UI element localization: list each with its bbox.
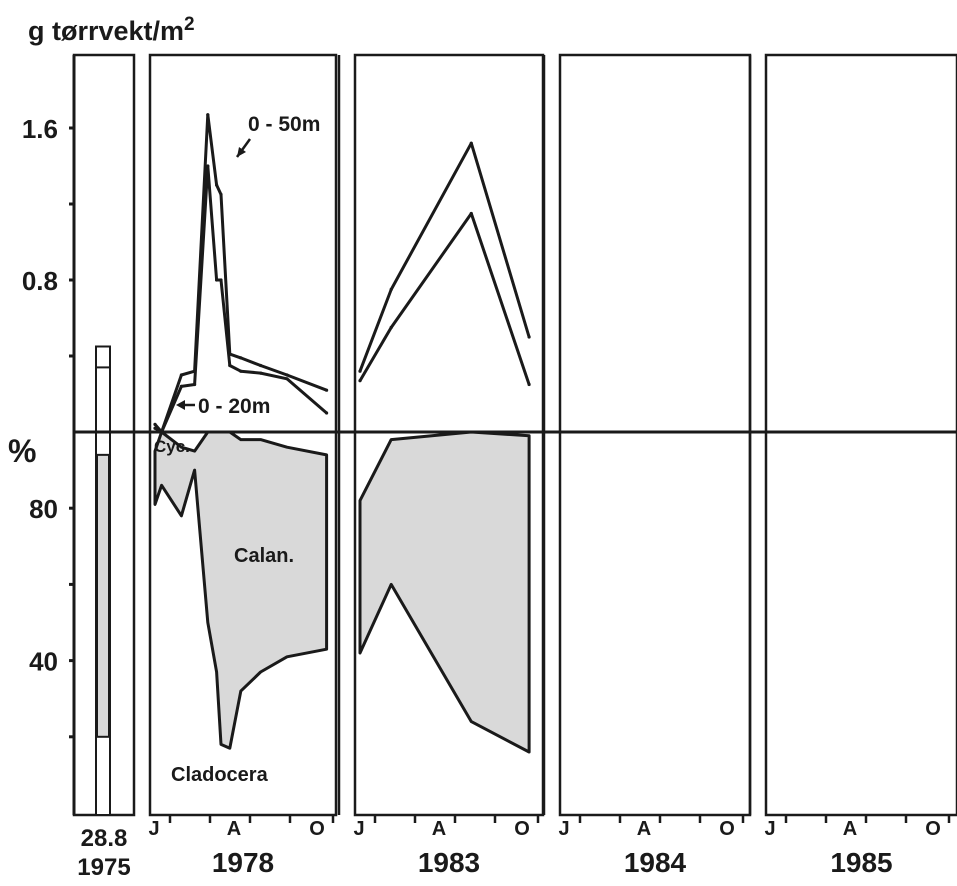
panel-1978-point-0-50m-6	[219, 192, 223, 197]
panel-1978-month-label-J: J	[148, 818, 159, 840]
top-axis-ticks: 1.6 0.8	[22, 114, 74, 358]
panel-1978-calanoid-area	[153, 430, 329, 750]
panel-1978-point-0-50m-10	[285, 373, 289, 377]
panel-1978-point-0-20m-8	[239, 369, 243, 373]
panel-1978-month-label-A: A	[227, 818, 241, 840]
panel-1983-series-0-20m	[358, 212, 531, 385]
panel-1978-point-0-20m-0	[153, 426, 157, 430]
panel-1983: J A O 1983	[337, 53, 545, 878]
panel-1985: J A O 1985	[748, 53, 957, 878]
panel-1978-point-0-20m-2	[179, 384, 183, 388]
annotation-0-50m-arrowhead	[237, 147, 246, 157]
panel-1978-year-label: 1978	[212, 847, 274, 878]
panel-1978-series-0-50m	[153, 113, 328, 434]
panel-1978-point-0-20m-6	[219, 278, 223, 282]
panel-1978-point-0-20m-5	[215, 278, 219, 282]
top-tick-label-1: 0.8	[22, 266, 58, 296]
panel-1975-calanoid-segment	[96, 453, 110, 738]
panel-1984-month-label-A: A	[637, 818, 651, 840]
panel-1983-month-label-A: A	[432, 818, 446, 840]
panel-1984: J A O 1984	[542, 53, 752, 878]
bottom-tick-label-1: 40	[29, 647, 58, 677]
panel-1983-series-0-50m	[358, 141, 531, 372]
panel-1978-point-0-50m-5	[215, 183, 219, 187]
ylabel-biomass: g tørrvekt/m2	[28, 14, 195, 46]
ylabel-biomass-superscript: 2	[184, 14, 195, 35]
bottom-axis-ticks: 80 40	[29, 494, 74, 739]
panel-1983-point-0-20m-2	[469, 211, 473, 216]
annotation-calan: Calan.	[234, 545, 294, 567]
panel-1983-point-0-50m-1	[389, 287, 393, 292]
panel-1983-point-0-50m-3	[527, 335, 531, 339]
annotation-0-20m: 0 - 20m	[198, 395, 270, 418]
panel-1975-biomass-bar-0-50m	[95, 345, 111, 433]
panel-1983-point-0-20m-1	[389, 325, 393, 330]
panel-1975-year-label: 1975	[77, 854, 130, 881]
panel-1984-month-label-J: J	[558, 818, 569, 840]
panel-1978-month-label-O: O	[309, 818, 325, 840]
panel-1985-month-label-O: O	[925, 818, 941, 840]
top-tick-label-0: 1.6	[22, 114, 58, 144]
panel-1978-point-0-20m-4	[206, 164, 210, 168]
bottom-tick-label-0: 80	[29, 494, 58, 524]
panel-1985-frame	[764, 53, 957, 817]
panel-1978-frame	[148, 53, 338, 817]
panel-1985-year-label: 1985	[830, 847, 892, 878]
panel-1978-point-0-50m-4	[206, 113, 210, 117]
panel-1984-year-label: 1984	[624, 847, 687, 878]
panel-1978-point-0-50m-11	[325, 388, 329, 392]
panel-1978-series-0-20m	[154, 164, 328, 434]
panel-1983-month-label-O: O	[514, 818, 530, 840]
panel-1983-year-label: 1983	[418, 847, 480, 878]
panel-1983-calanoid-area	[358, 430, 531, 754]
panel-1983-point-0-50m-2	[469, 141, 473, 145]
annotation-0-20m-arrowhead	[176, 400, 185, 410]
panel-1978-point-0-50m-2	[179, 373, 183, 377]
panel-1978-point-0-20m-10	[285, 377, 289, 381]
ylabel-biomass-text: g tørrvekt/m	[28, 16, 184, 46]
annotation-cyc: Cyc.	[154, 437, 190, 456]
panel-1984-month-label-O: O	[719, 818, 735, 840]
panel-1978-point-0-20m-3	[193, 382, 197, 387]
panel-1983-point-0-20m-3	[527, 382, 531, 387]
panel-1985-month-label-J: J	[764, 818, 775, 840]
annotation-cladocera: Cladocera	[171, 764, 269, 786]
panel-1978: J A O 1978 0 - 50m 0 - 20m Cyc. Calan. Cladocera	[148, 53, 338, 878]
panel-1978-point-0-50m-8	[239, 356, 243, 360]
panel-1978-point-0-20m-7	[228, 363, 232, 368]
annotation-0-50m: 0 - 50m	[248, 113, 320, 136]
panel-1978-point-0-20m-11	[325, 411, 329, 415]
ylabel-percent: %	[8, 433, 36, 469]
panel-1978-point-0-50m-9	[259, 363, 263, 368]
panel-1978-point-0-20m-9	[259, 371, 263, 375]
panel-1975-date-label: 28.8	[81, 825, 128, 852]
panel-1983-point-0-50m-0	[358, 369, 362, 373]
panel-1984-frame	[558, 53, 752, 817]
panel-1983-point-0-20m-0	[358, 379, 362, 383]
panel-1983-month-label-J: J	[353, 818, 364, 840]
panel-1985-month-label-A: A	[843, 818, 857, 840]
panel-1978-point-0-50m-0	[153, 422, 157, 426]
